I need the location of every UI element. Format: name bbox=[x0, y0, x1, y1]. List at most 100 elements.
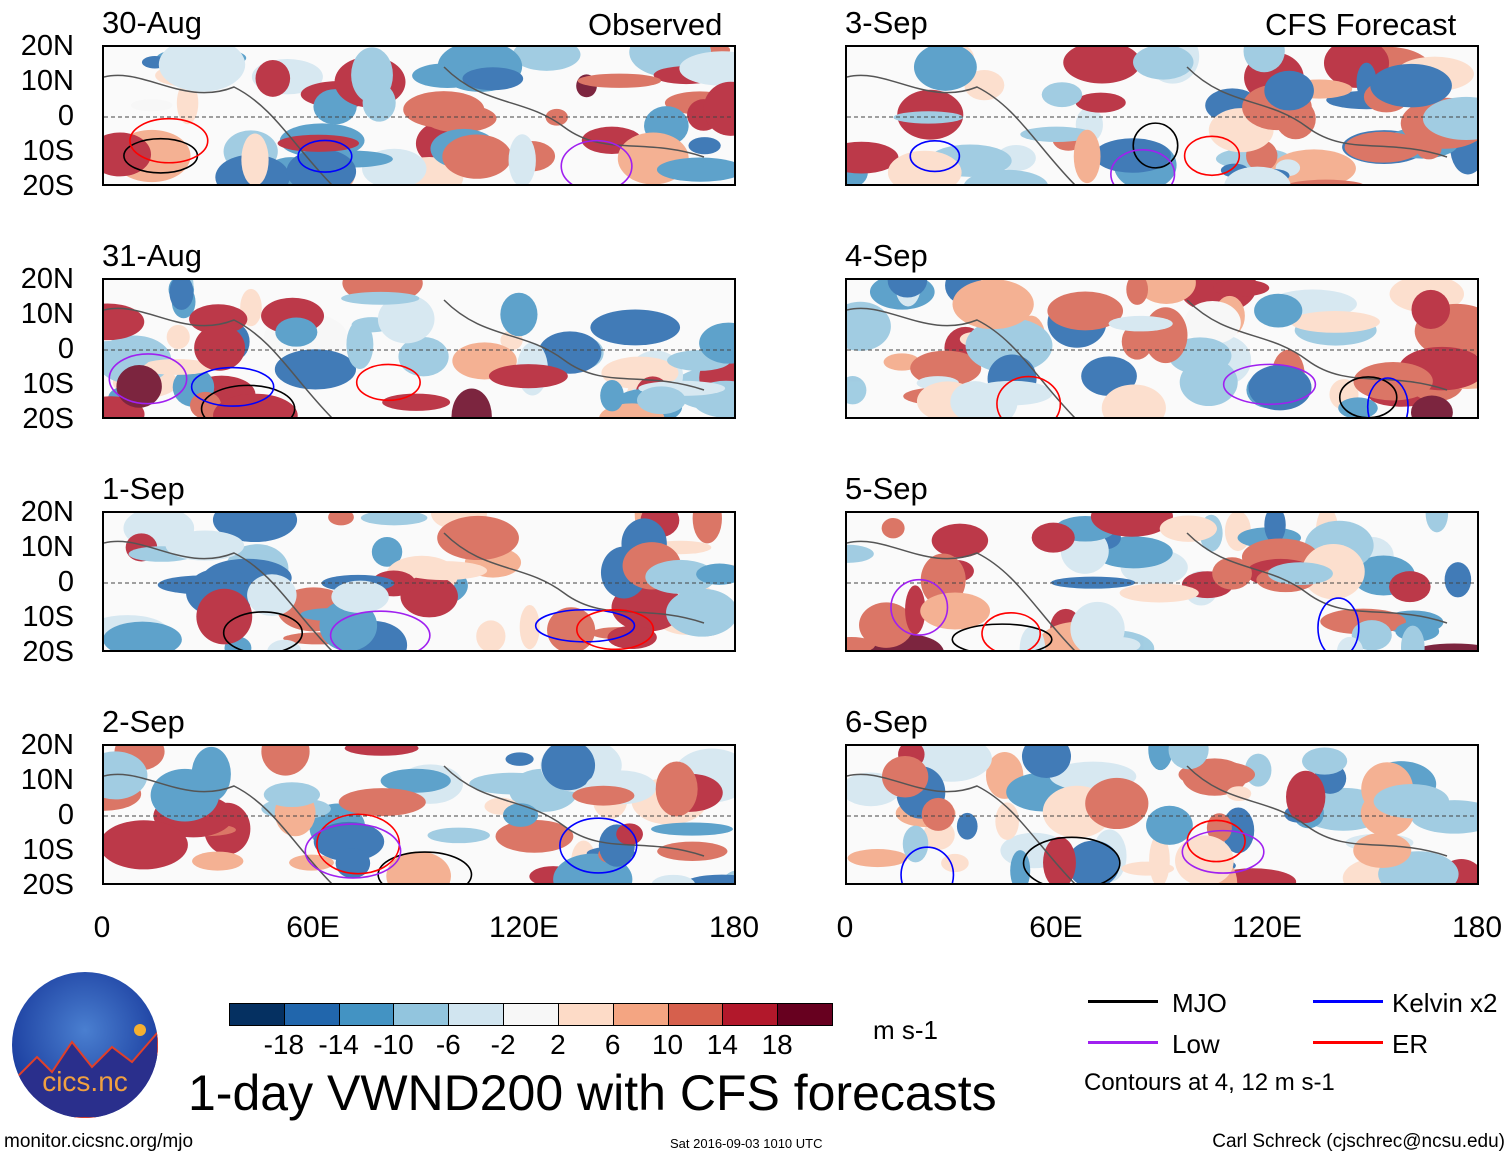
map-panel bbox=[845, 45, 1479, 186]
wind-anomaly-blob bbox=[847, 849, 908, 868]
wind-anomaly-blob bbox=[1019, 626, 1046, 650]
map-panel bbox=[102, 511, 736, 652]
wind-anomaly-blob bbox=[503, 803, 539, 827]
wind-anomaly-blob bbox=[607, 625, 657, 649]
er-contour bbox=[981, 612, 1042, 650]
wind-anomaly-blob bbox=[191, 746, 231, 802]
lon-tick: 120E bbox=[488, 911, 560, 944]
wind-anomaly-blob bbox=[313, 821, 385, 862]
wind-anomaly-blob bbox=[338, 788, 426, 817]
wind-anomaly-blob bbox=[286, 149, 357, 184]
wind-anomaly-blob bbox=[1353, 362, 1433, 401]
low-contour bbox=[1181, 829, 1265, 874]
vwnd-field bbox=[104, 280, 734, 417]
wind-anomaly-blob bbox=[194, 324, 246, 371]
coastline bbox=[104, 66, 705, 184]
wind-anomaly-blob bbox=[1136, 280, 1196, 304]
lon-tick: 60E bbox=[1029, 911, 1083, 944]
legend-low: Low bbox=[1172, 1029, 1220, 1059]
wind-anomaly-blob bbox=[1410, 395, 1453, 417]
colorbar-swatch bbox=[777, 1003, 833, 1026]
observed-header: Observed bbox=[588, 7, 723, 42]
map-panel bbox=[845, 511, 1479, 652]
wind-anomaly-blob bbox=[1184, 301, 1241, 345]
wind-anomaly-blob bbox=[703, 81, 734, 136]
wind-anomaly-blob bbox=[590, 309, 681, 346]
wind-anomaly-blob bbox=[688, 137, 721, 155]
wind-anomaly-blob bbox=[1020, 126, 1093, 143]
lat-tick: 20S bbox=[22, 403, 74, 435]
wind-anomaly-blob bbox=[1302, 747, 1348, 775]
colorbar-label: 14 bbox=[706, 1029, 738, 1060]
kelvin-contour bbox=[1366, 377, 1409, 417]
er-contour bbox=[996, 375, 1062, 417]
footer-timestamp: Sat 2016-09-03 1010 UTC bbox=[670, 1136, 823, 1151]
wind-anomaly-blob bbox=[1090, 513, 1173, 537]
colorbar-swatch bbox=[667, 1003, 724, 1026]
wind-anomaly-blob bbox=[1248, 364, 1312, 411]
lat-tick: 20S bbox=[22, 636, 74, 668]
wind-anomaly-blob bbox=[1148, 746, 1173, 771]
lon-tick: 180 bbox=[708, 911, 760, 944]
wind-anomaly-blob bbox=[104, 820, 188, 870]
wind-anomaly-blob bbox=[847, 544, 874, 563]
wind-anomaly-blob bbox=[247, 574, 297, 617]
legend-kelvin-line bbox=[1313, 1000, 1383, 1003]
wind-anomaly-blob bbox=[274, 349, 357, 390]
wind-anomaly-blob bbox=[1043, 836, 1076, 883]
colorbar-label: 6 bbox=[604, 1029, 621, 1060]
wind-anomaly-blob bbox=[267, 639, 302, 650]
legend-er-line bbox=[1313, 1041, 1383, 1044]
lat-tick: 20N bbox=[20, 30, 74, 62]
er-contour bbox=[355, 363, 421, 402]
wind-anomaly-blob bbox=[965, 318, 1053, 373]
panel-date: 3-Sep bbox=[845, 5, 928, 40]
figure-title: 1-day VWND200 with CFS forecasts bbox=[188, 1065, 997, 1121]
lat-tick: 10N bbox=[20, 531, 74, 563]
wind-anomaly-blob bbox=[505, 752, 534, 766]
wind-anomaly-blob bbox=[116, 364, 162, 408]
wind-anomaly-blob bbox=[921, 797, 955, 831]
wind-anomaly-blob bbox=[255, 59, 291, 97]
wind-anomaly-blob bbox=[1133, 47, 1194, 80]
wind-anomaly-blob bbox=[213, 393, 298, 417]
wind-anomaly-blob bbox=[403, 91, 485, 128]
wind-anomaly-blob bbox=[1010, 850, 1031, 883]
low-contour bbox=[1222, 363, 1317, 406]
map-panel bbox=[102, 45, 736, 186]
wind-anomaly-blob bbox=[192, 851, 244, 871]
wind-anomaly-blob bbox=[1290, 311, 1380, 333]
wind-anomaly-blob bbox=[371, 536, 403, 567]
wind-anomaly-blob bbox=[657, 841, 728, 861]
wind-anomaly-blob bbox=[398, 336, 449, 377]
wind-anomaly-blob bbox=[636, 386, 686, 415]
wind-anomaly-blob bbox=[1213, 280, 1270, 297]
colorbar-swatch bbox=[283, 1003, 340, 1026]
wind-anomaly-blob bbox=[476, 620, 506, 650]
colorbar-label: -2 bbox=[490, 1029, 516, 1060]
wind-anomaly-blob bbox=[1373, 783, 1450, 819]
wind-anomaly-blob bbox=[1168, 746, 1209, 770]
mjo-contour bbox=[1338, 376, 1398, 417]
coastline bbox=[847, 532, 1448, 650]
wind-anomaly-blob bbox=[196, 588, 253, 645]
lat-tick: 0 bbox=[57, 100, 74, 132]
legend-low-line bbox=[1088, 1041, 1158, 1044]
mjo-contour bbox=[200, 384, 296, 417]
wind-anomaly-blob bbox=[696, 563, 734, 585]
wind-anomaly-blob bbox=[508, 134, 536, 184]
wind-anomaly-blob bbox=[437, 515, 519, 560]
lon-tick: 180 bbox=[1451, 911, 1503, 944]
panel-date: 6-Sep bbox=[845, 704, 928, 739]
colorbar-label: -6 bbox=[435, 1029, 461, 1060]
mjo-contour bbox=[951, 623, 1053, 650]
wind-anomaly-blob bbox=[1031, 522, 1075, 553]
wind-anomaly-blob bbox=[140, 359, 213, 375]
wind-anomaly-blob bbox=[212, 513, 298, 543]
mjo-contour bbox=[1022, 836, 1121, 883]
wind-anomaly-blob bbox=[920, 592, 991, 630]
wind-anomaly-blob bbox=[1254, 293, 1303, 328]
wind-anomaly-blob bbox=[1353, 832, 1412, 869]
footer-url[interactable]: monitor.cicsnc.org/mjo bbox=[4, 1131, 194, 1152]
